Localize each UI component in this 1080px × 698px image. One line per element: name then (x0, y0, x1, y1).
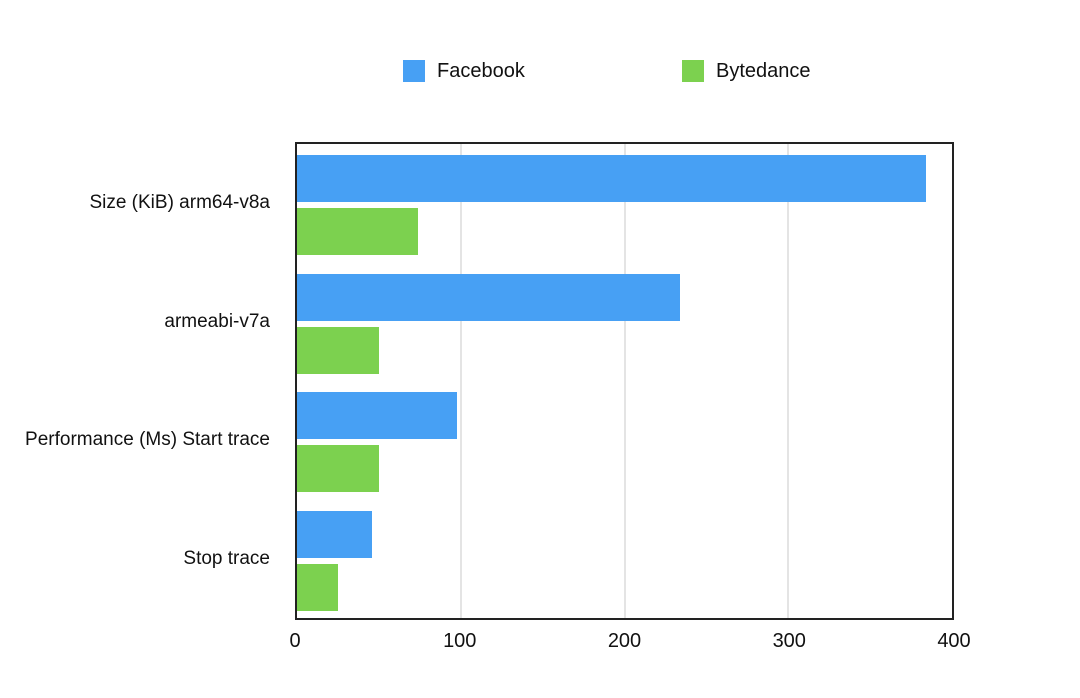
category-label-3: Stop trace (183, 547, 270, 569)
x-axis: 0 100 200 300 400 (289, 630, 970, 656)
category-label-2: Performance (Ms) Start trace (25, 429, 270, 451)
legend-item-facebook: Facebook (403, 60, 525, 82)
bar-bytedance-2 (297, 445, 379, 492)
gridline-100 (459, 144, 462, 618)
bar-facebook-3 (297, 510, 373, 558)
bar-facebook-0 (297, 155, 926, 202)
category-axis: Size (KiB) arm64-v8a armeabi-v7a Performan… (0, 142, 270, 620)
bar-bytedance-3 (297, 563, 338, 611)
legend-swatch-facebook-icon (403, 60, 425, 82)
legend-item-bytedance: Bytedance (682, 60, 811, 82)
gridline-200 (623, 144, 626, 618)
bar-facebook-1 (297, 273, 681, 321)
bar-bytedance-0 (297, 208, 419, 255)
bar-bytedance-1 (297, 326, 379, 374)
gridline-300 (787, 144, 790, 618)
x-tick-label-0: 0 (289, 630, 301, 652)
x-tick-label-300: 300 (772, 630, 806, 652)
legend-label-bytedance: Bytedance (716, 60, 811, 82)
category-label-0: Size (KiB) arm64-v8a (89, 192, 270, 214)
x-tick-label-100: 100 (443, 630, 477, 652)
legend-label-facebook: Facebook (437, 60, 525, 82)
x-tick-label-200: 200 (607, 630, 642, 652)
plot-area (295, 142, 954, 620)
x-tick-label-400: 400 (937, 630, 971, 652)
category-label-1: armeabi-v7a (164, 310, 270, 332)
bar-facebook-2 (297, 392, 458, 439)
legend-swatch-bytedance-icon (682, 60, 704, 82)
